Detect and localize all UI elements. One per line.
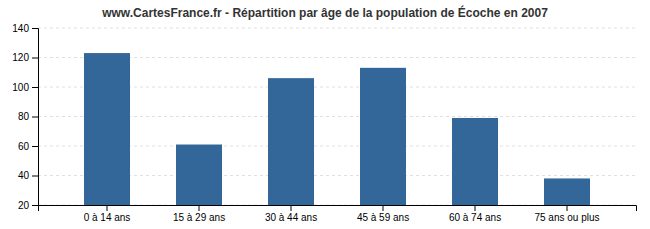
y-tick: 60: [18, 141, 38, 152]
y-tick: 140: [12, 23, 38, 34]
y-tick-mark: [32, 205, 38, 206]
y-tick-label: 40: [18, 170, 30, 181]
x-tick-mark: [567, 205, 568, 211]
x-tick-label: 60 à 74 ans: [449, 212, 501, 223]
y-tick-label: 60: [18, 141, 30, 152]
bar: [544, 178, 590, 205]
y-tick: 120: [12, 52, 38, 63]
title: www.CartesFrance.fr - Répartition par âg…: [101, 5, 548, 20]
x-tick-mark: [199, 205, 200, 211]
x-tick-label: 75 ans ou plus: [534, 212, 599, 223]
y-tick-mark: [32, 58, 38, 59]
x-axis-line: [39, 206, 637, 212]
y-tick: 100: [12, 82, 38, 93]
x-tick: 30 à 44 ans: [265, 205, 317, 223]
y-tick-label: 120: [12, 52, 29, 63]
bar: [268, 78, 314, 205]
x-tick: 75 ans ou plus: [534, 205, 599, 223]
y-tick-mark: [32, 117, 38, 118]
grid-line: [38, 28, 636, 29]
bar: [176, 145, 222, 205]
x-tick-mark: [475, 205, 476, 211]
y-tick-mark: [32, 28, 38, 29]
y-tick-label: 100: [12, 82, 29, 93]
x-axis: 0 à 14 ans 15 à 29 ans 30 à 44 ans 45 à 59 …: [39, 205, 637, 223]
x-tick: 45 à 59 ans: [357, 205, 409, 223]
x-tick: 0 à 14 ans: [84, 205, 131, 223]
x-tick-mark: [383, 205, 384, 211]
x-tick: 60 à 74 ans: [449, 205, 501, 223]
bar: [360, 68, 406, 205]
chart-svg: 20 40 60 80 100 120 140 0 à 14 ans 15 à 29 ans 30…: [0, 0, 650, 229]
y-tick-mark: [32, 146, 38, 147]
chart-container: 20 40 60 80 100 120 140 0 à 14 ans 15 à 29 ans 30…: [0, 0, 650, 229]
y-tick-mark: [32, 176, 38, 177]
bars: [84, 53, 590, 205]
y-tick: 20: [18, 200, 38, 211]
x-tick-label: 15 à 29 ans: [173, 212, 225, 223]
x-tick-label: 0 à 14 ans: [84, 212, 131, 223]
x-tick-label: 45 à 59 ans: [357, 212, 409, 223]
y-axis: 20 40 60 80 100 120 140: [12, 23, 38, 211]
y-tick-mark: [32, 87, 38, 88]
x-tick: 15 à 29 ans: [173, 205, 225, 223]
bar: [84, 53, 130, 205]
x-tick-mark: [291, 205, 292, 211]
y-tick-label: 140: [12, 23, 29, 34]
x-tick-label: 30 à 44 ans: [265, 212, 317, 223]
y-tick: 40: [18, 170, 38, 181]
x-tick-mark: [107, 205, 108, 211]
y-tick: 80: [18, 111, 38, 122]
y-axis-line: [32, 29, 39, 206]
bar: [452, 118, 498, 205]
y-tick-label: 80: [18, 111, 30, 122]
y-tick-label: 20: [18, 200, 30, 211]
